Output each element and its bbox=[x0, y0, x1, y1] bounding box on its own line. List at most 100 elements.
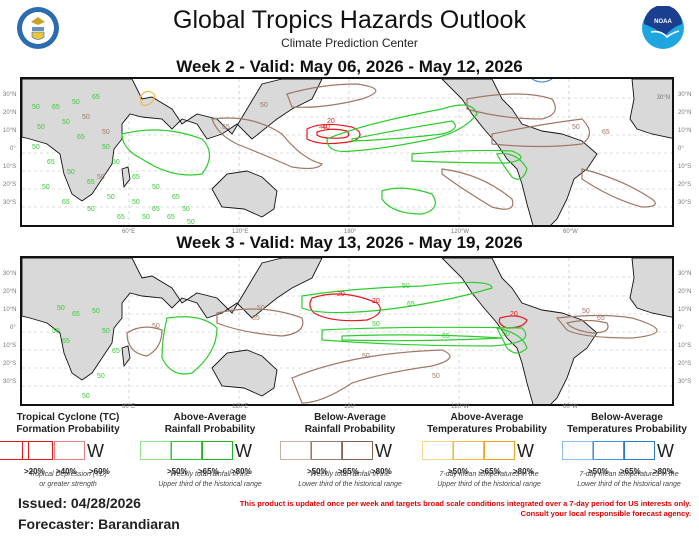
lat-label: 0° bbox=[10, 325, 16, 331]
legend-box-65 bbox=[311, 441, 342, 460]
legend-box-65 bbox=[593, 441, 624, 460]
svg-text:65: 65 bbox=[152, 206, 160, 213]
legend-below-temp: Below-Average Temperatures Probability W… bbox=[557, 412, 697, 476]
threshold-label: >60% bbox=[89, 467, 110, 476]
svg-text:65: 65 bbox=[92, 94, 100, 101]
svg-text:65: 65 bbox=[112, 348, 120, 355]
disclaimer-line-1: This product is updated once per week an… bbox=[239, 499, 691, 508]
legend-box-50 bbox=[422, 441, 453, 460]
svg-text:65: 65 bbox=[442, 333, 450, 340]
legend-box-65 bbox=[171, 441, 202, 460]
issued-date: Issued: 04/28/2026 bbox=[18, 495, 141, 511]
lat-label: 20°S bbox=[3, 182, 17, 188]
week3-title: Week 3 - Valid: May 13, 2026 - May 19, 2… bbox=[176, 233, 523, 252]
legend-title: Rainfall Probability bbox=[304, 424, 396, 435]
legend-w-label: W bbox=[87, 441, 104, 461]
svg-text:20: 20 bbox=[510, 311, 518, 318]
svg-text:65: 65 bbox=[87, 179, 95, 186]
commerce-seal-icon bbox=[17, 7, 59, 49]
svg-text:50: 50 bbox=[62, 119, 70, 126]
legend-title: Tropical Cyclone (TC) bbox=[16, 412, 120, 423]
svg-text:50: 50 bbox=[52, 328, 60, 335]
noaa-logo-icon: NOAA bbox=[642, 5, 684, 49]
legend-title: Formation Probability bbox=[16, 424, 120, 435]
threshold-label: >50% bbox=[307, 467, 328, 476]
lat-label: 30°N bbox=[3, 92, 17, 98]
svg-text:50: 50 bbox=[102, 144, 110, 151]
svg-text:50: 50 bbox=[97, 373, 105, 380]
lat-label: 0° bbox=[678, 325, 684, 331]
legend-box-50 bbox=[280, 441, 311, 460]
lat-label: 30°N bbox=[3, 271, 17, 277]
svg-text:50: 50 bbox=[502, 331, 510, 338]
svg-text:50: 50 bbox=[102, 129, 110, 136]
legend-title: Above-Average bbox=[173, 412, 247, 423]
lat-label: 30°S bbox=[678, 200, 692, 206]
lat-label: 10°N bbox=[678, 307, 692, 313]
legend-w-label: W bbox=[375, 441, 392, 461]
svg-text:50: 50 bbox=[260, 102, 268, 109]
legend-desc-below-rain: Weekly total rainfall in the Lower third … bbox=[298, 471, 402, 488]
threshold-label: >80% bbox=[371, 467, 392, 476]
svg-text:50: 50 bbox=[582, 308, 590, 315]
svg-text:65: 65 bbox=[62, 199, 70, 206]
svg-text:50: 50 bbox=[107, 194, 115, 201]
lon-label: 60°W bbox=[563, 404, 578, 410]
legend-w-label: W bbox=[517, 441, 534, 461]
svg-text:50: 50 bbox=[152, 184, 160, 191]
lat-label: 10°S bbox=[678, 343, 692, 349]
svg-text:50: 50 bbox=[92, 308, 100, 315]
week3-map: 50 65 50 50 65 50 65 50 50 50 65 50 65 50 50 50 65 50 5… bbox=[20, 256, 674, 406]
legend-box-80 bbox=[202, 441, 233, 460]
legend-box-50 bbox=[140, 441, 171, 460]
lat-label: 20°N bbox=[3, 289, 17, 295]
week2-title: Week 2 - Valid: May 06, 2026 - May 12, 2… bbox=[176, 57, 523, 76]
lat-label: 20°S bbox=[678, 182, 692, 188]
svg-text:65: 65 bbox=[252, 315, 260, 322]
svg-text:65: 65 bbox=[132, 174, 140, 181]
svg-text:50: 50 bbox=[572, 124, 580, 131]
lat-label: 0° bbox=[10, 146, 16, 152]
svg-text:50: 50 bbox=[152, 323, 160, 330]
lon-label: 120°W bbox=[451, 404, 470, 410]
svg-text:50: 50 bbox=[402, 283, 410, 290]
threshold-label: >80% bbox=[653, 467, 674, 476]
svg-text:50: 50 bbox=[32, 104, 40, 111]
legend-w-label: W bbox=[657, 441, 674, 461]
lat-label: 30°S bbox=[678, 379, 692, 385]
svg-text:65: 65 bbox=[52, 104, 60, 111]
legend-above-rain: Above-Average Rainfall Probability W >50… bbox=[140, 412, 280, 476]
svg-text:50: 50 bbox=[182, 206, 190, 213]
svg-text:50: 50 bbox=[112, 159, 120, 166]
svg-text:20: 20 bbox=[337, 291, 345, 298]
svg-text:65: 65 bbox=[407, 301, 415, 308]
svg-text:50: 50 bbox=[82, 114, 90, 121]
svg-text:40: 40 bbox=[322, 124, 330, 131]
legend-title: Rainfall Probability bbox=[164, 424, 256, 435]
legend-title: Temperatures Probability bbox=[567, 424, 687, 435]
svg-text:65: 65 bbox=[47, 159, 55, 166]
svg-text:50: 50 bbox=[187, 219, 195, 226]
lat-label: 20°S bbox=[3, 361, 17, 367]
threshold-label: >65% bbox=[620, 467, 641, 476]
legend-box-80 bbox=[484, 441, 515, 460]
lat-label: 20°N bbox=[678, 289, 692, 295]
threshold-label: >50% bbox=[448, 467, 469, 476]
page-subtitle: Climate Prediction Center bbox=[281, 36, 418, 50]
legend-box-60 bbox=[54, 441, 85, 460]
legend-desc-above-rain: Weekly total rainfall in the Upper third … bbox=[158, 471, 262, 488]
legend-desc-below-temp: 7-day mean temperatures in the Lower thir… bbox=[577, 471, 681, 488]
threshold-label: >65% bbox=[338, 467, 359, 476]
legend-w-label: W bbox=[235, 441, 252, 461]
svg-text:50: 50 bbox=[72, 99, 80, 106]
legend-box-20 bbox=[0, 441, 29, 460]
legend-tc: Tropical Cyclone (TC) Formation Probabil… bbox=[0, 412, 138, 476]
svg-text:50: 50 bbox=[67, 169, 75, 176]
lat-label: 30°N bbox=[678, 92, 692, 98]
legend-desc-above-temp: 7-day mean temperatures in the Upper thir… bbox=[437, 471, 541, 488]
lon-label: 180° bbox=[344, 404, 357, 410]
svg-text:50: 50 bbox=[42, 184, 50, 191]
svg-text:50: 50 bbox=[97, 174, 105, 181]
lat-label: 10°S bbox=[678, 164, 692, 170]
legend-box-80 bbox=[342, 441, 373, 460]
